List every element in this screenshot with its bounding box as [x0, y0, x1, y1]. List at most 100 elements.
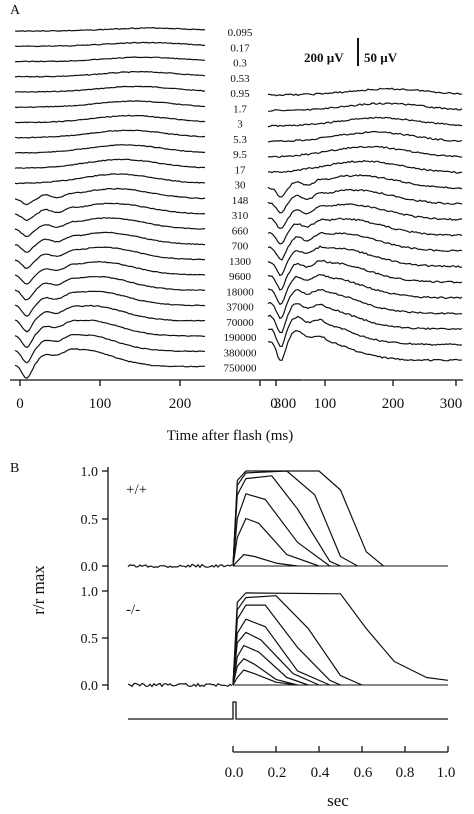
erg-trace-left-380000 — [14, 334, 205, 364]
panel-b-bottom-traces — [127, 592, 449, 688]
erg-trace-left-0.3 — [14, 56, 206, 63]
b-top-response-5 — [232, 470, 358, 567]
b-bottom-ytick-1: 1.0 — [81, 585, 99, 600]
panel-a-right-x-axis: 0 100 200 300 — [262, 379, 463, 412]
erg-trace-left-1300 — [14, 246, 206, 269]
intensity-label-0.17: 0.17 — [230, 42, 250, 54]
erg-trace-left-0.53 — [14, 70, 206, 78]
panel-a-label: A — [10, 3, 21, 18]
b-top-response-1 — [232, 553, 298, 567]
b-xtick-06: 0.6 — [354, 765, 373, 781]
b-bottom-response-6 — [232, 604, 341, 686]
a-left-tick-0: 0 — [16, 396, 24, 412]
intensity-label-380000: 380000 — [224, 347, 258, 359]
panel-b-label: B — [10, 461, 19, 476]
b-bottom-response-2 — [232, 658, 298, 686]
erg-trace-right-70000 — [267, 288, 463, 320]
erg-trace-left-190000 — [14, 319, 206, 349]
panel-b-top-traces — [127, 470, 448, 569]
intensity-label-18000: 18000 — [226, 286, 254, 298]
erg-trace-right-310 — [267, 188, 463, 214]
intensity-label-660: 660 — [232, 225, 249, 237]
erg-trace-right-190000 — [267, 303, 463, 334]
erg-trace-left-18000 — [14, 275, 206, 301]
panel-b-bottom-genotype-label: -/- — [126, 602, 140, 618]
erg-trace-left-148 — [14, 187, 206, 206]
erg-trace-right-5.3 — [267, 116, 462, 128]
b-top-response-6 — [232, 470, 384, 567]
b-bottom-ytick-05: 0.5 — [81, 632, 99, 647]
a-right-tick-300: 300 — [440, 396, 463, 412]
intensity-label-17: 17 — [235, 164, 247, 176]
erg-trace-right-148 — [267, 174, 463, 198]
b-top-ytick-1: 1.0 — [81, 465, 99, 480]
intensity-label-0.3: 0.3 — [233, 58, 247, 70]
b-bottom-response-1 — [232, 669, 298, 686]
erg-trace-left-5.3 — [14, 129, 206, 139]
erg-trace-right-37000 — [267, 273, 463, 306]
scale-bar-right-label: 50 µV — [364, 50, 398, 65]
panel-a-x-axis-label: Time after flash (ms) — [167, 428, 294, 444]
erg-trace-right-17 — [267, 145, 463, 158]
erg-trace-left-3 — [14, 114, 206, 124]
panel-a-right-traces — [267, 87, 463, 362]
b-bottom-response-5 — [232, 618, 331, 686]
erg-trace-right-1300 — [267, 231, 463, 261]
erg-trace-right-1.7 — [268, 87, 463, 97]
intensity-label-750000: 750000 — [224, 363, 258, 375]
a-left-tick-200: 200 — [169, 396, 192, 412]
stimulus-trace — [128, 701, 448, 720]
erg-trace-left-660 — [14, 217, 206, 238]
panel-b-y-axis: 1.0 0.5 0.0 1.0 0.5 0.0 — [81, 465, 109, 694]
intensity-label-148: 148 — [232, 195, 249, 207]
b-top-ytick-0: 0.0 — [81, 560, 99, 575]
b-bottom-ytick-0: 0.0 — [81, 679, 99, 694]
b-xtick-04: 0.4 — [311, 765, 330, 781]
erg-trace-right-9600 — [267, 245, 463, 277]
intensity-label-3: 3 — [237, 119, 243, 131]
intensity-label-0.95: 0.95 — [230, 88, 250, 100]
panel-b-top-genotype-label: +/+ — [126, 482, 147, 498]
a-left-tick-100: 100 — [89, 396, 112, 412]
erg-trace-right-9.5 — [267, 130, 463, 143]
erg-trace-right-3 — [267, 102, 463, 112]
intensity-label-1.7: 1.7 — [233, 103, 247, 115]
erg-trace-left-70000 — [14, 304, 206, 333]
panel-b-x-axis-label: sec — [327, 791, 349, 810]
b-xtick-0: 0.0 — [225, 765, 244, 781]
erg-trace-left-0.17 — [14, 41, 205, 48]
a-right-tick-100: 100 — [314, 396, 337, 412]
erg-trace-left-0.095 — [14, 26, 206, 33]
erg-trace-right-380000 — [267, 315, 463, 348]
erg-trace-left-750000 — [14, 348, 206, 379]
intensity-label-700: 700 — [232, 241, 249, 253]
a-right-tick-200: 200 — [382, 396, 405, 412]
erg-trace-left-1.7 — [14, 100, 206, 109]
panel-b-y-axis-label: r/r max — [29, 565, 48, 615]
intensity-label-9.5: 9.5 — [233, 149, 247, 161]
intensity-label-310: 310 — [232, 210, 249, 222]
b-top-baseline — [127, 563, 233, 569]
panel-a-intensity-labels: 0.095 0.17 0.3 0.53 0.95 1.7 3 5.3 9.5 17 30 148 310… — [224, 27, 258, 375]
erg-trace-right-660 — [267, 203, 463, 230]
intensity-label-5.3: 5.3 — [233, 134, 247, 146]
panel-a-left-x-axis: 0 100 200 300 — [10, 379, 301, 412]
intensity-label-37000: 37000 — [226, 302, 254, 314]
b-top-response-3 — [232, 493, 331, 567]
b-top-response-2 — [232, 517, 320, 567]
a-right-tick-0: 0 — [270, 396, 278, 412]
b-xtick-10: 1.0 — [437, 765, 456, 781]
scale-bar-left-label: 200 µV — [304, 50, 344, 65]
erg-trace-right-18000 — [267, 259, 463, 291]
a-left-tick-300: 300 — [274, 396, 297, 412]
erg-trace-left-9.5 — [14, 144, 205, 154]
erg-trace-left-30 — [14, 173, 206, 185]
intensity-label-30: 30 — [235, 180, 247, 192]
erg-trace-left-0.95 — [14, 85, 206, 93]
b-xtick-08: 0.8 — [396, 765, 415, 781]
intensity-label-9600: 9600 — [229, 271, 252, 283]
intensity-label-0.095: 0.095 — [228, 27, 253, 39]
erg-trace-left-9600 — [14, 260, 206, 285]
erg-trace-left-700 — [15, 231, 206, 253]
